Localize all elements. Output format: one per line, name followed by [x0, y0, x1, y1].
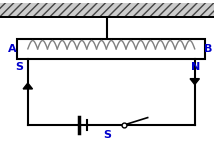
Bar: [0, 3, 214, 18]
Bar: [0, 16, 214, 18]
Bar: [17, 39, 205, 59]
Text: S: S: [103, 130, 111, 140]
Polygon shape: [23, 83, 33, 89]
Text: A: A: [7, 44, 16, 54]
Text: B: B: [204, 44, 213, 54]
Text: N: N: [191, 62, 201, 72]
Text: S: S: [15, 62, 23, 72]
Polygon shape: [190, 79, 199, 85]
